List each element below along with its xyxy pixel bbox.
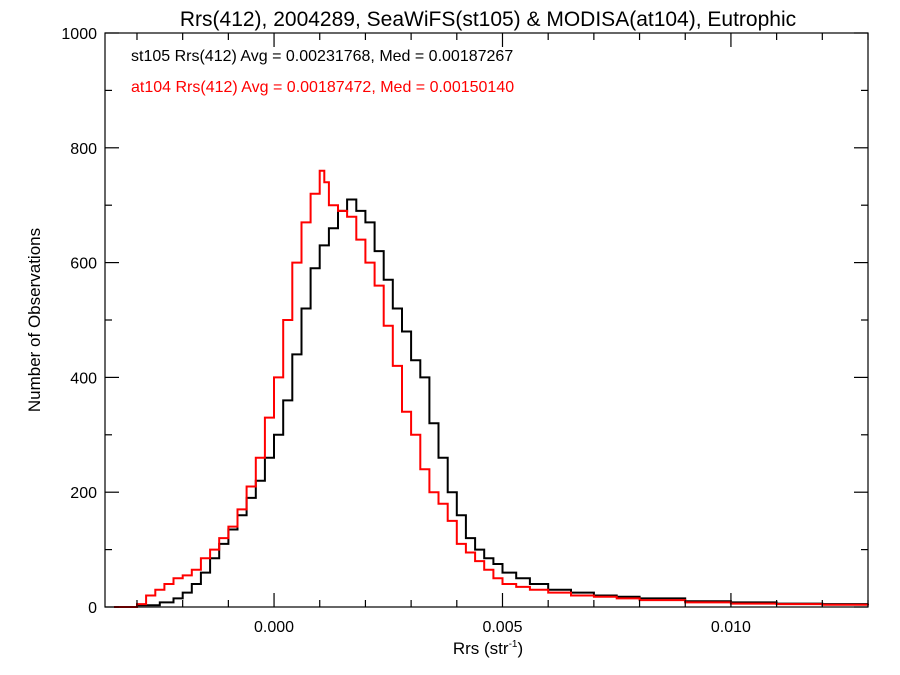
- series-layer: [114, 169, 869, 608]
- chart-title: Rrs(412), 2004289, SeaWiFS(st105) & MODI…: [180, 8, 796, 31]
- x-axis-label-end: ): [517, 639, 523, 658]
- y-tick-label: 800: [70, 141, 97, 158]
- annotation-st105-stats: st105 Rrs(412) Avg = 0.00231768, Med = 0…: [131, 48, 513, 65]
- y-tick-label: 600: [70, 256, 97, 273]
- x-axis-label-text: Rrs (str: [453, 639, 509, 658]
- y-tick-label: 0: [88, 600, 97, 617]
- y-tick-label: 400: [70, 370, 97, 387]
- y-axis-label: Number of Observations: [25, 228, 44, 412]
- x-tick-label: 0.010: [711, 619, 751, 636]
- x-tick-label: 0.005: [482, 619, 522, 636]
- plot-frame: [104, 32, 869, 608]
- series-line-1: [114, 169, 869, 608]
- x-axis-label: Rrs (str-1): [453, 639, 523, 658]
- y-tick-label: 200: [70, 485, 97, 502]
- axis-layer: 0.000 0.005 0.010 0 200 400 600 800 1000: [61, 26, 869, 636]
- x-axis-label-sup: -1: [509, 639, 518, 650]
- x-tick-label: 0.000: [254, 619, 294, 636]
- annotation-at104-stats: at104 Rrs(412) Avg = 0.00187472, Med = 0…: [131, 79, 514, 96]
- series-line-0: [114, 198, 868, 608]
- y-tick-label: 1000: [61, 26, 97, 43]
